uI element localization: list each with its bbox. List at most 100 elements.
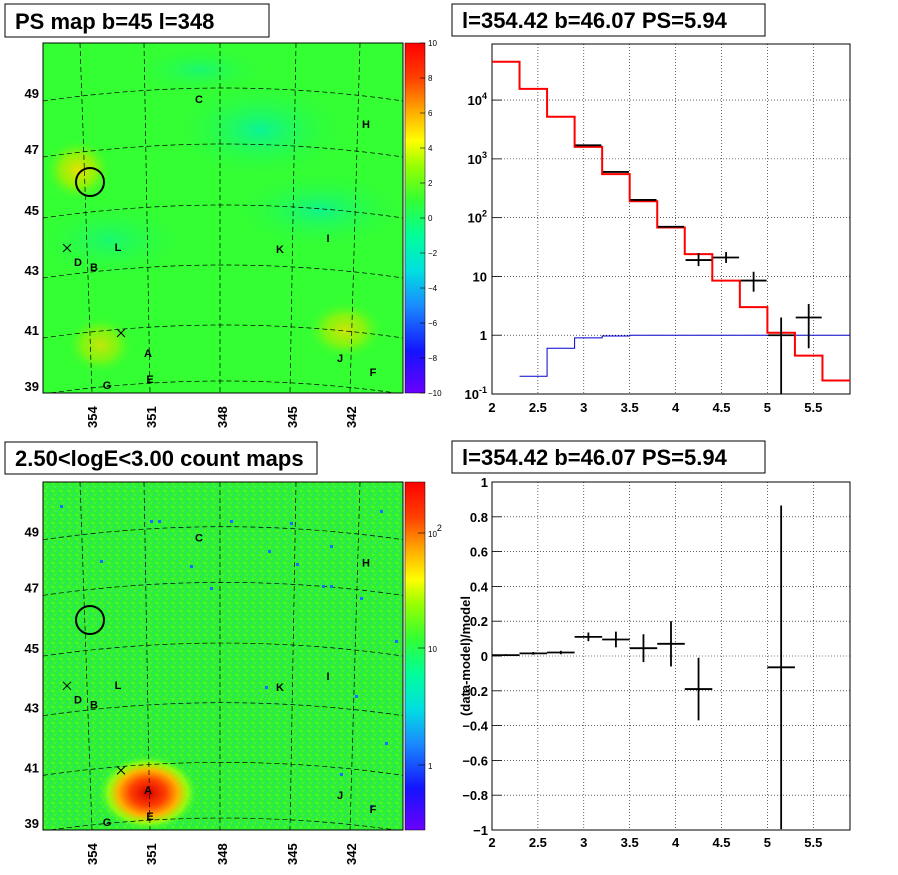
colorbar-tick-label: 6 bbox=[428, 109, 433, 118]
colorbar-tick-label: 10 bbox=[428, 645, 437, 654]
source-label-h: H bbox=[362, 558, 370, 570]
count-pixel bbox=[330, 585, 333, 588]
source-label-h: H bbox=[362, 119, 370, 131]
count-pixel bbox=[210, 587, 213, 590]
y-axis-label: (data-model)/model bbox=[458, 596, 473, 716]
source-region-right bbox=[305, 300, 385, 360]
y-tick-label: 0.8 bbox=[470, 510, 488, 525]
count-map-image bbox=[43, 482, 403, 830]
y-tick-label: 45 bbox=[25, 641, 39, 656]
lat-gridline bbox=[43, 582, 403, 596]
count-pixel bbox=[340, 773, 343, 776]
colorbar-tick-label: −6 bbox=[428, 319, 438, 328]
count-pixel bbox=[360, 597, 363, 600]
count-pixel bbox=[290, 522, 293, 525]
count-pixel bbox=[322, 585, 325, 588]
x-tick-label: 3 bbox=[580, 835, 587, 850]
x-tick-label: 4.5 bbox=[712, 400, 730, 415]
x-tick-label: 354 bbox=[85, 406, 100, 428]
y-tick-label: −0.2 bbox=[462, 684, 488, 699]
source-label-g: G bbox=[103, 817, 112, 829]
residual-title-box bbox=[451, 440, 766, 474]
y-tick-label: 49 bbox=[25, 86, 39, 101]
count-pixel bbox=[158, 520, 161, 523]
count-pixel bbox=[296, 563, 299, 566]
source-label-e: E bbox=[146, 811, 153, 823]
colorbar-tick-label: −10 bbox=[428, 389, 442, 398]
count-map-colorbar bbox=[404, 481, 426, 831]
lon-gridline bbox=[349, 43, 361, 393]
colorbar-tick-label: 8 bbox=[428, 74, 433, 83]
source-label-e: E bbox=[146, 374, 153, 386]
y-tick-label: 1 bbox=[481, 475, 488, 490]
source-region-upper-left bbox=[43, 138, 113, 202]
cross-marker bbox=[62, 243, 72, 253]
y-tick-label: 103 bbox=[468, 150, 487, 167]
residual-title: l=354.42 b=46.07 PS=5.94 bbox=[462, 445, 728, 470]
lon-gridline bbox=[349, 482, 361, 830]
x-tick-label: 2.5 bbox=[529, 400, 547, 415]
source-label-i: I bbox=[326, 671, 329, 683]
x-tick-label: 342 bbox=[344, 843, 359, 865]
count-pixel bbox=[385, 742, 388, 745]
source-label-i: I bbox=[326, 233, 329, 245]
count-pixel bbox=[60, 505, 63, 508]
count-pixel bbox=[268, 550, 271, 553]
y-tick-label: 41 bbox=[25, 760, 39, 775]
colorbar-tick-label: −2 bbox=[428, 249, 438, 258]
colorbar-tick-label: −4 bbox=[428, 284, 438, 293]
x-tick-label: 4 bbox=[672, 400, 680, 415]
source-label-c: C bbox=[195, 94, 203, 106]
count-pixel bbox=[355, 695, 358, 698]
spectrum-title: l=354.42 b=46.07 PS=5.94 bbox=[462, 8, 728, 33]
x-tick-label: 5 bbox=[764, 835, 771, 850]
y-tick-label: 0.6 bbox=[470, 545, 488, 560]
lat-gridline bbox=[43, 762, 403, 776]
x-tick-label: 3.5 bbox=[621, 400, 639, 415]
y-tick-label: 43 bbox=[25, 701, 39, 716]
source-label-l: L bbox=[115, 680, 122, 692]
lat-gridline bbox=[47, 380, 399, 393]
x-tick-label: 5 bbox=[764, 400, 771, 415]
source-label-b: B bbox=[90, 262, 98, 274]
spectrum-panel: l=354.42 b=46.07 PS=5.94 2 2.5 3 3.5 4 4.5 5 5.… bbox=[451, 3, 851, 415]
y-tick-label: 47 bbox=[25, 142, 39, 157]
ps-map-title-box bbox=[4, 3, 270, 38]
total-model-line bbox=[492, 60, 850, 382]
lon-gridline bbox=[143, 43, 151, 393]
y-tick-label: 102 bbox=[468, 209, 487, 226]
lon-gridline bbox=[289, 43, 297, 393]
target-circle-counts bbox=[75, 605, 105, 635]
colorbar-tick-label: 1 bbox=[428, 762, 433, 771]
colorbar-tick-label: 102 bbox=[428, 523, 442, 539]
target-circle bbox=[75, 167, 105, 197]
source-label-d: D bbox=[74, 695, 82, 707]
x-tick-label: 345 bbox=[285, 406, 300, 428]
x-tick-label: 351 bbox=[144, 406, 159, 428]
cross-marker bbox=[62, 681, 72, 691]
x-tick-label: 4 bbox=[672, 835, 680, 850]
source-label-c: C bbox=[195, 533, 203, 545]
x-tick-label: 354 bbox=[85, 843, 100, 865]
y-tick-label: 104 bbox=[468, 91, 487, 108]
y-tick-label: 47 bbox=[25, 580, 39, 595]
y-tick-label: −0.6 bbox=[462, 753, 488, 768]
x-tick-label: 3.5 bbox=[621, 835, 639, 850]
lon-gridline bbox=[143, 482, 151, 830]
lon-gridline bbox=[289, 482, 297, 830]
y-tick-label: 45 bbox=[25, 203, 39, 218]
count-map-panel: 2.50<logE<3.00 count maps C H I K L D B A J F G E 3… bbox=[4, 441, 442, 865]
x-tick-label: 5.5 bbox=[804, 835, 822, 850]
x-tick-label: 5.5 bbox=[804, 400, 822, 415]
y-tick-label: 10-1 bbox=[465, 385, 487, 402]
count-pixel bbox=[395, 640, 398, 643]
lat-gridline bbox=[43, 526, 403, 541]
source-label-b: B bbox=[90, 700, 98, 712]
count-pixel bbox=[330, 545, 333, 548]
x-tick-label: 342 bbox=[344, 406, 359, 428]
colorbar-tick-label: 2 bbox=[428, 179, 433, 188]
y-tick-label: −0.4 bbox=[462, 719, 488, 734]
lat-gridline bbox=[43, 264, 403, 279]
source-A-peak bbox=[98, 755, 198, 830]
x-tick-label: 351 bbox=[144, 843, 159, 865]
